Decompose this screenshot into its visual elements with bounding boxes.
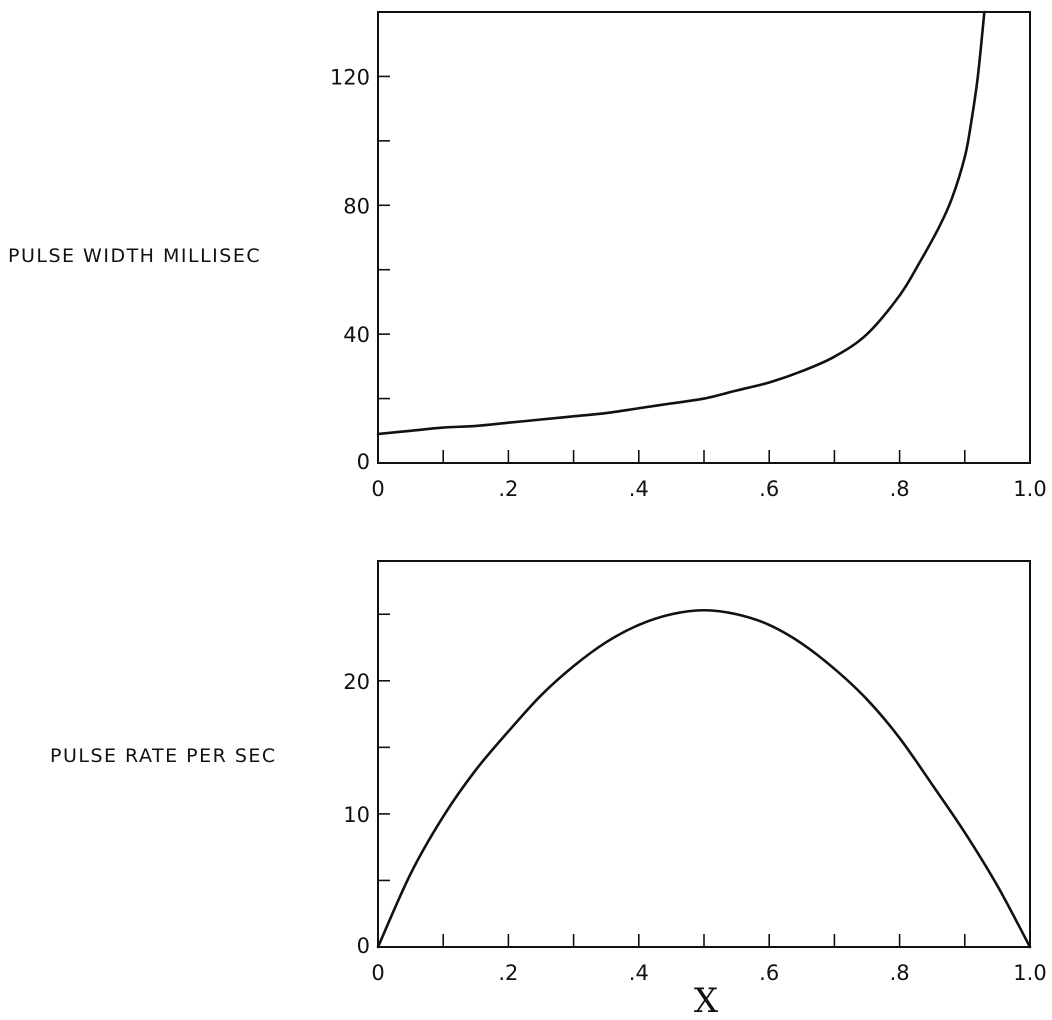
pulse-rate-ticks: 0 .2 .4 .6 .8 1.0 0 10 20 xyxy=(343,613,1047,985)
pulse-rate-plot-frame xyxy=(377,560,1031,948)
pulse-width-panel: PULSE WIDTH MILLISEC 0 .2 .4 .6 .8 1.0 0 40 80 12… xyxy=(8,10,1047,501)
pulse-width-y-tick-label: 0 xyxy=(357,450,370,474)
pulse-width-series-line xyxy=(376,10,986,436)
pulse-rate-x-tick-label: .8 xyxy=(890,961,910,985)
pulse-rate-x-tick-label: .2 xyxy=(498,961,518,985)
pulse-rate-x-tick-label: .4 xyxy=(629,961,649,985)
pulse-rate-x-tick-label: .6 xyxy=(759,961,779,985)
pulse-rate-panel: PULSE RATE PER SEC 0 .2 .4 .6 .8 1.0 0 10 20 X xyxy=(50,560,1047,1020)
pulse-rate-x-axis-title: X xyxy=(694,981,719,1020)
pulse-rate-y-axis-title: PULSE RATE PER SEC xyxy=(50,745,277,767)
pulse-rate-y-tick-label: 20 xyxy=(343,670,370,694)
pulse-width-x-tick-label: 0 xyxy=(371,477,384,501)
pulse-rate-y-tick-label: 0 xyxy=(357,934,370,958)
pulse-rate-series-line xyxy=(376,608,1032,949)
pulse-width-x-tick-label: .6 xyxy=(759,477,779,501)
pulse-rate-x-tick-label: 1.0 xyxy=(1013,961,1046,985)
pulse-width-y-tick-label: 120 xyxy=(330,65,370,89)
pulse-width-y-tick-label: 40 xyxy=(343,323,370,347)
pulse-rate-x-tick-label: 0 xyxy=(371,961,384,985)
pulse-width-y-axis-title: PULSE WIDTH MILLISEC xyxy=(8,245,261,267)
pulse-width-x-tick-label: 1.0 xyxy=(1013,477,1046,501)
pulse-rate-y-tick-label: 10 xyxy=(343,803,370,827)
pulse-width-x-tick-label: .8 xyxy=(890,477,910,501)
pulse-width-x-tick-label: .4 xyxy=(629,477,649,501)
pulse-width-y-tick-label: 80 xyxy=(343,194,370,218)
pulse-width-ticks: 0 .2 .4 .6 .8 1.0 0 40 80 120 xyxy=(330,65,1047,501)
pulse-width-x-tick-label: .2 xyxy=(498,477,518,501)
